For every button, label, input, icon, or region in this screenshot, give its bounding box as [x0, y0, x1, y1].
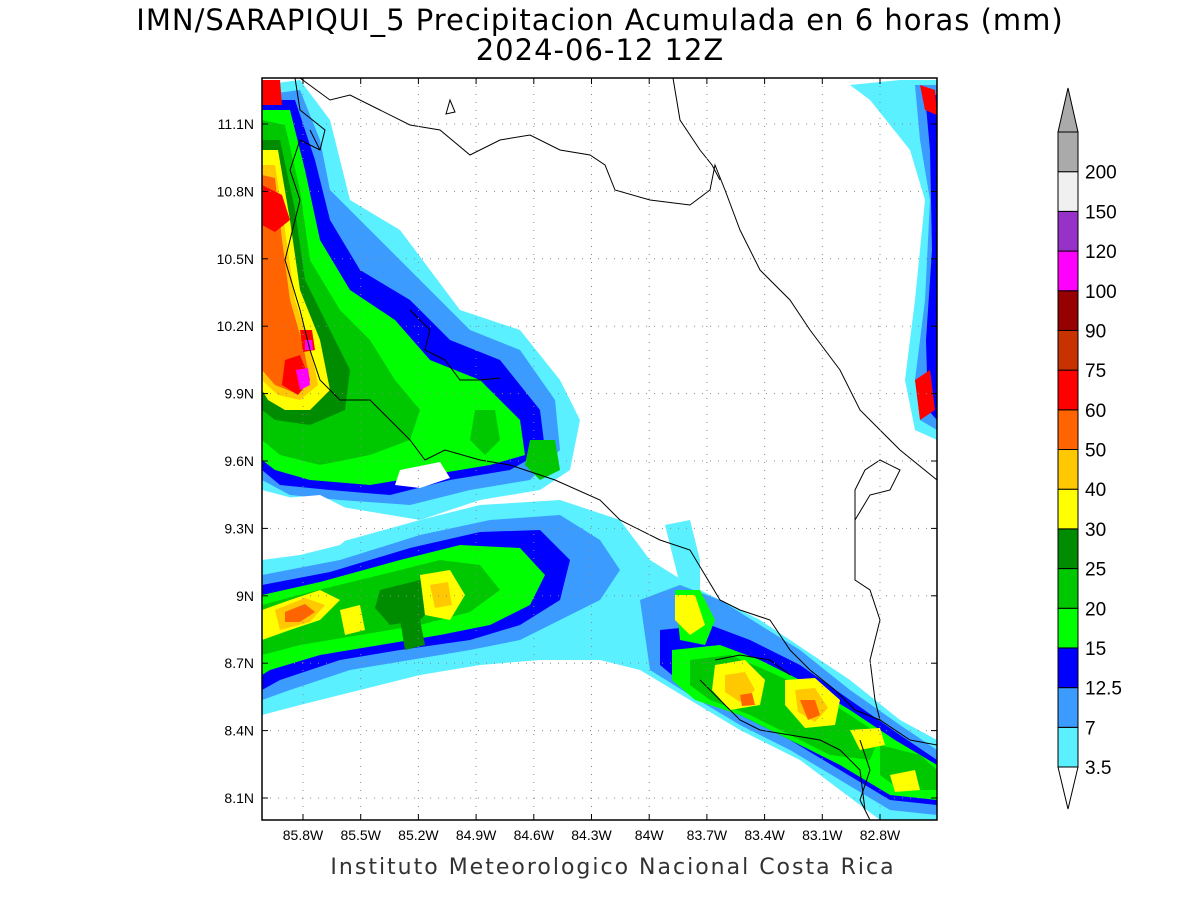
colorbar-label: 40 — [1085, 480, 1106, 501]
lon-tick-label: 84.9W — [456, 827, 497, 843]
colorbar-bin — [1057, 210, 1079, 252]
colorbar-label: 100 — [1085, 282, 1117, 303]
lat-tick-label: 9N — [236, 588, 254, 604]
lat-tick-label: 9.3N — [224, 520, 254, 536]
colorbar-label: 150 — [1085, 202, 1117, 223]
lon-tick-label: 85.2W — [398, 827, 439, 843]
colorbar-bin — [1057, 409, 1079, 450]
latitude-axis: 11.1N 10.8N 10.5N 10.2N 9.9N 9.6N 9.3N 9N 8.7N 8.… — [217, 116, 937, 806]
lat-tick-label: 9.9N — [224, 386, 254, 402]
colorbar-label: 20 — [1085, 599, 1106, 620]
footer-credit: Instituto Meteorologico Nacional Costa R… — [330, 855, 896, 880]
graticule — [262, 78, 937, 820]
lon-tick-label: 84.6W — [514, 827, 555, 843]
lat-tick-label: 10.5N — [217, 251, 254, 267]
colorbar-label: 7 — [1085, 718, 1096, 739]
colorbar-label: 50 — [1085, 441, 1106, 462]
colorbar-bin — [1057, 647, 1079, 689]
colorbar: 3.5 7 12.5 15 20 25 30 40 50 60 75 90 100 120 150 200 — [1057, 87, 1122, 810]
colorbar-label: 90 — [1085, 321, 1106, 342]
map-title: IMN/SARAPIQUI_5 Precipitacion Acumulada … — [136, 3, 1064, 37]
lat-tick-label: 10.8N — [217, 183, 254, 199]
lon-tick-label: 82.8W — [860, 827, 901, 843]
rain-band-east — [850, 80, 937, 440]
lat-tick-label: 11.1N — [218, 116, 254, 132]
colorbar-label: 75 — [1085, 361, 1106, 382]
precipitation-field — [262, 80, 937, 820]
map-date: 2024-06-12 12Z — [475, 33, 725, 67]
coastline — [284, 78, 937, 820]
colorbar-bin — [1057, 528, 1079, 570]
lat-tick-label: 8.7N — [224, 655, 254, 671]
lon-tick-label: 84W — [635, 827, 665, 843]
lon-tick-label: 85.8W — [283, 827, 324, 843]
colorbar-label: 3.5 — [1085, 758, 1111, 779]
lon-tick-label: 83.1W — [802, 827, 843, 843]
colorbar-bin — [1057, 488, 1079, 530]
lon-tick-label: 85.5W — [340, 827, 381, 843]
plot-frame — [261, 77, 938, 821]
lon-tick-label: 84.3W — [571, 827, 612, 843]
colorbar-arrow-bottom — [1057, 766, 1079, 810]
colorbar-label: 15 — [1085, 639, 1106, 660]
colorbar-bin — [1057, 329, 1079, 371]
colorbar-bin — [1057, 250, 1079, 292]
longitude-axis: 85.8W 85.5W 85.2W 84.9W 84.6W 84.3W 84W 83.7W 83… — [283, 78, 901, 843]
lat-tick-label: 8.4N — [224, 723, 254, 739]
lat-tick-label: 10.2N — [217, 318, 254, 334]
colorbar-bin — [1057, 369, 1079, 411]
colorbar-bin — [1057, 131, 1079, 173]
lat-tick-label: 9.6N — [224, 453, 254, 469]
colorbar-bin — [1057, 726, 1079, 768]
lon-tick-label: 83.4W — [744, 827, 785, 843]
colorbar-label: 25 — [1085, 560, 1106, 581]
colorbar-bin — [1057, 290, 1079, 331]
colorbar-bin — [1057, 449, 1079, 490]
colorbar-label: 12.5 — [1085, 679, 1122, 700]
colorbar-arrow-top — [1057, 87, 1079, 133]
colorbar-label: 60 — [1085, 401, 1106, 422]
colorbar-bin — [1057, 568, 1079, 609]
colorbar-bin — [1057, 171, 1079, 212]
colorbar-bin — [1057, 607, 1079, 649]
colorbar-label: 120 — [1085, 242, 1117, 263]
colorbar-label: 30 — [1085, 520, 1106, 541]
colorbar-label: 200 — [1085, 163, 1117, 184]
lon-tick-label: 83.7W — [687, 827, 728, 843]
colorbar-bin — [1057, 687, 1079, 728]
lat-tick-label: 8.1N — [224, 790, 254, 806]
